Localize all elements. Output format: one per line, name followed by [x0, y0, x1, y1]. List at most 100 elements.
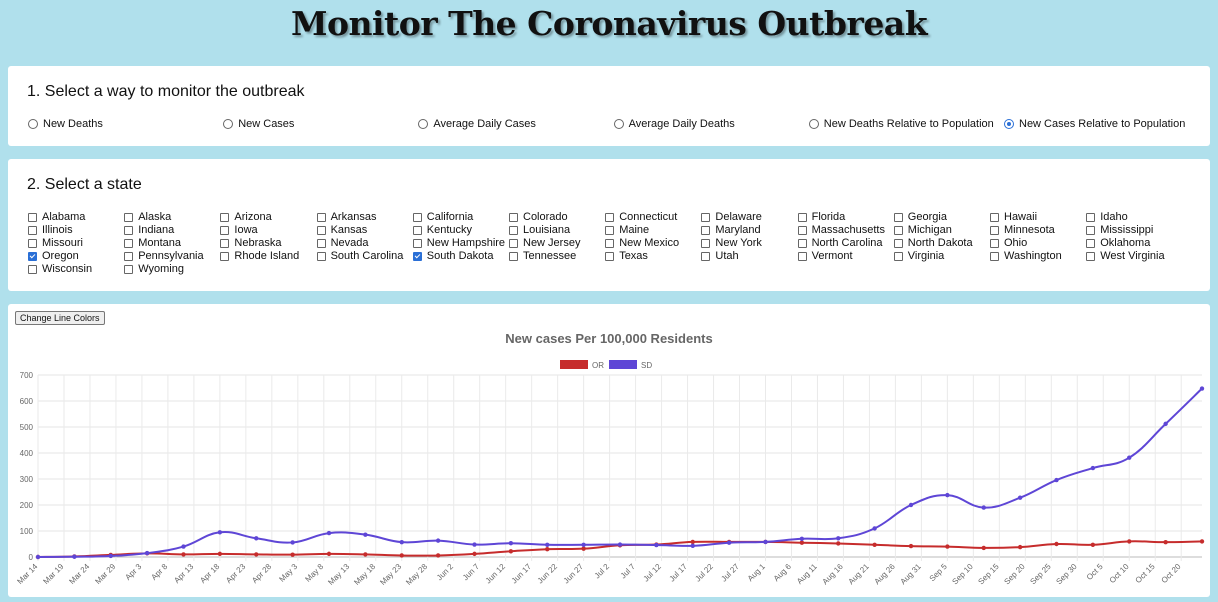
state-option-alaska[interactable]: Alaska — [124, 211, 171, 223]
checkbox[interactable] — [797, 225, 807, 235]
state-option-west-virginia[interactable]: West Virginia — [1086, 250, 1165, 262]
state-option-nebraska[interactable]: Nebraska — [220, 237, 281, 249]
checkbox[interactable] — [316, 238, 326, 248]
checkbox[interactable] — [1086, 212, 1096, 222]
state-option-north-carolina[interactable]: North Carolina — [797, 237, 883, 249]
state-option-rhode-island[interactable]: Rhode Island — [220, 250, 299, 262]
checkbox[interactable] — [701, 238, 711, 248]
state-option-michigan[interactable]: Michigan — [893, 224, 952, 236]
checkbox[interactable] — [990, 225, 999, 235]
state-option-south-dakota[interactable]: South Dakota — [412, 250, 493, 262]
state-option-new-jersey[interactable]: New Jersey — [509, 237, 580, 249]
checkbox[interactable] — [220, 225, 230, 235]
monitor-option-average-daily-deaths[interactable]: Average Daily Deaths — [613, 118, 735, 130]
state-option-oregon[interactable]: Oregon — [28, 250, 79, 262]
checkbox[interactable] — [893, 238, 903, 248]
state-option-connecticut[interactable]: Connecticut — [605, 211, 677, 223]
radio-button[interactable] — [1004, 119, 1014, 129]
radio-button[interactable] — [808, 119, 819, 129]
monitor-option-new-cases-relative-to-population[interactable]: New Cases Relative to Population — [1004, 118, 1185, 130]
state-option-tennessee[interactable]: Tennessee — [509, 250, 576, 262]
state-option-virginia[interactable]: Virginia — [893, 250, 944, 262]
checkbox[interactable] — [412, 251, 422, 261]
state-option-maine[interactable]: Maine — [605, 224, 649, 236]
state-option-maryland[interactable]: Maryland — [701, 224, 761, 236]
state-option-georgia[interactable]: Georgia — [893, 211, 947, 223]
change-line-colors-button[interactable]: Change Line Colors — [15, 311, 105, 325]
checkbox[interactable] — [990, 251, 999, 261]
state-option-wyoming[interactable]: Wyoming — [124, 263, 184, 275]
monitor-option-new-deaths-relative-to-population[interactable]: New Deaths Relative to Population — [808, 118, 994, 130]
checkbox[interactable] — [797, 238, 807, 248]
monitor-option-new-deaths[interactable]: New Deaths — [28, 118, 103, 130]
state-option-iowa[interactable]: Iowa — [220, 224, 258, 236]
checkbox[interactable] — [605, 225, 615, 235]
checkbox[interactable] — [124, 225, 134, 235]
state-option-minnesota[interactable]: Minnesota — [990, 224, 1055, 236]
checkbox[interactable] — [412, 225, 422, 235]
checkbox[interactable] — [316, 212, 326, 222]
state-option-oklahoma[interactable]: Oklahoma — [1086, 237, 1150, 249]
checkbox[interactable] — [1086, 238, 1096, 248]
radio-button[interactable] — [223, 119, 234, 129]
state-option-texas[interactable]: Texas — [605, 250, 648, 262]
state-option-arizona[interactable]: Arizona — [220, 211, 272, 223]
state-option-montana[interactable]: Montana — [124, 237, 181, 249]
checkbox[interactable] — [316, 251, 326, 261]
state-option-north-dakota[interactable]: North Dakota — [893, 237, 973, 249]
radio-button[interactable] — [613, 119, 624, 129]
state-option-delaware[interactable]: Delaware — [701, 211, 762, 223]
checkbox[interactable] — [412, 212, 422, 222]
state-option-wisconsin[interactable]: Wisconsin — [28, 263, 92, 275]
checkbox[interactable] — [220, 251, 230, 261]
checkbox[interactable] — [28, 264, 37, 274]
radio-button[interactable] — [418, 119, 429, 129]
checkbox[interactable] — [701, 225, 711, 235]
checkbox[interactable] — [316, 225, 326, 235]
checkbox[interactable] — [605, 251, 615, 261]
state-option-alabama[interactable]: Alabama — [28, 211, 85, 223]
checkbox[interactable] — [1086, 251, 1096, 261]
state-option-washington[interactable]: Washington — [990, 250, 1062, 262]
state-option-indiana[interactable]: Indiana — [124, 224, 174, 236]
checkbox[interactable] — [509, 238, 518, 248]
state-option-kansas[interactable]: Kansas — [316, 224, 367, 236]
state-option-vermont[interactable]: Vermont — [797, 250, 853, 262]
state-option-new-mexico[interactable]: New Mexico — [605, 237, 679, 249]
checkbox[interactable] — [124, 251, 134, 261]
checkbox[interactable] — [28, 251, 37, 261]
checkbox[interactable] — [28, 238, 37, 248]
state-option-colorado[interactable]: Colorado — [509, 211, 568, 223]
checkbox[interactable] — [797, 251, 807, 261]
checkbox[interactable] — [893, 212, 903, 222]
checkbox[interactable] — [509, 251, 518, 261]
state-option-ohio[interactable]: Ohio — [990, 237, 1027, 249]
state-option-hawaii[interactable]: Hawaii — [990, 211, 1037, 223]
checkbox[interactable] — [605, 212, 615, 222]
checkbox[interactable] — [893, 251, 903, 261]
checkbox[interactable] — [28, 225, 37, 235]
state-option-florida[interactable]: Florida — [797, 211, 845, 223]
state-option-louisiana[interactable]: Louisiana — [509, 224, 570, 236]
state-option-kentucky[interactable]: Kentucky — [412, 224, 472, 236]
checkbox[interactable] — [990, 212, 999, 222]
checkbox[interactable] — [220, 238, 230, 248]
checkbox[interactable] — [124, 264, 134, 274]
checkbox[interactable] — [28, 212, 37, 222]
state-option-pennsylvania[interactable]: Pennsylvania — [124, 250, 204, 262]
state-option-idaho[interactable]: Idaho — [1086, 211, 1128, 223]
checkbox[interactable] — [797, 212, 807, 222]
checkbox[interactable] — [1086, 225, 1096, 235]
state-option-massachusetts[interactable]: Massachusetts — [797, 224, 885, 236]
state-option-new-york[interactable]: New York — [701, 237, 762, 249]
monitor-option-new-cases[interactable]: New Cases — [223, 118, 294, 130]
state-option-new-hampshire[interactable]: New Hampshire — [412, 237, 505, 249]
checkbox[interactable] — [509, 212, 518, 222]
checkbox[interactable] — [412, 238, 422, 248]
checkbox[interactable] — [893, 225, 903, 235]
state-option-south-carolina[interactable]: South Carolina — [316, 250, 403, 262]
checkbox[interactable] — [124, 212, 134, 222]
state-option-missouri[interactable]: Missouri — [28, 237, 83, 249]
checkbox[interactable] — [701, 212, 711, 222]
state-option-arkansas[interactable]: Arkansas — [316, 211, 376, 223]
